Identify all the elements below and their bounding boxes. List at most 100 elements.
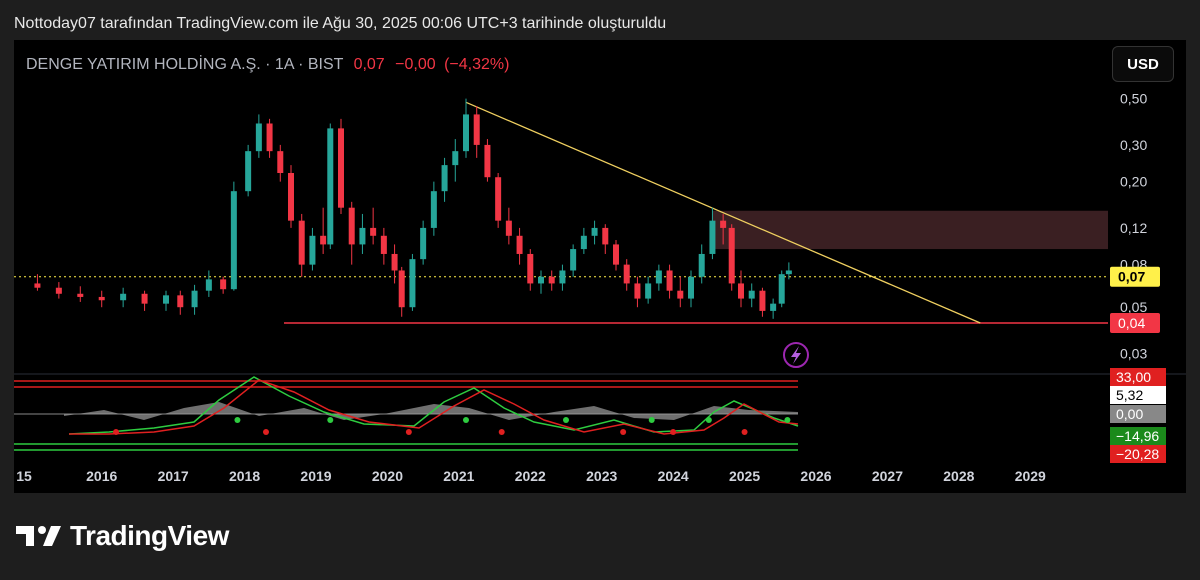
candle xyxy=(677,276,684,308)
candle xyxy=(463,98,469,158)
tradingview-logo-icon xyxy=(16,526,61,546)
candle xyxy=(623,259,630,291)
candle xyxy=(420,220,427,265)
candle xyxy=(327,123,334,250)
oscillator-fast-line xyxy=(68,376,799,435)
candle xyxy=(484,139,491,182)
tradingview-logo: TradingView xyxy=(16,520,229,552)
lightning-bolt-icon xyxy=(783,342,809,368)
candle xyxy=(759,287,766,317)
candle xyxy=(77,286,84,302)
oscillator-level-badge xyxy=(1110,386,1166,404)
oscillator-buy-dot xyxy=(463,417,469,423)
candle xyxy=(738,270,744,308)
oscillator-level-label: 0,00 xyxy=(1116,406,1143,422)
price-axis-label: 0,03 xyxy=(1120,345,1147,361)
resistance-zone xyxy=(712,210,1108,250)
candle xyxy=(288,165,294,228)
candle xyxy=(391,244,398,284)
candle xyxy=(359,213,366,254)
candle xyxy=(191,284,198,315)
candle xyxy=(452,139,459,182)
candle xyxy=(409,253,416,311)
candle xyxy=(570,244,577,277)
candle xyxy=(398,266,405,317)
oscillator-buy-dot xyxy=(563,417,569,423)
candle xyxy=(220,276,227,294)
time-axis-label: 15 xyxy=(16,468,32,484)
price-axis-label: 0,12 xyxy=(1120,220,1147,236)
symbol-change-percent: (−4,32%) xyxy=(444,56,510,73)
candle xyxy=(770,298,777,319)
oscillator-histogram xyxy=(64,402,798,420)
trendline xyxy=(465,101,981,324)
candle xyxy=(55,282,62,299)
candle xyxy=(505,207,512,245)
candle xyxy=(655,264,662,291)
candle xyxy=(785,262,792,280)
support-price-label: 0,04 xyxy=(1118,315,1145,331)
candle xyxy=(591,220,598,245)
candle xyxy=(728,224,735,291)
support-price-badge xyxy=(1110,313,1160,334)
candle xyxy=(320,207,327,254)
candle xyxy=(177,290,184,315)
candle xyxy=(230,181,237,291)
footer-brand: TradingView xyxy=(70,520,229,551)
oscillator-sell-dot xyxy=(498,429,505,435)
candle xyxy=(141,290,148,311)
candle xyxy=(538,270,544,294)
candle xyxy=(720,213,727,245)
price-axis-label: 0,20 xyxy=(1120,174,1147,190)
time-axis-label: 2022 xyxy=(515,468,546,484)
time-axis-label: 2017 xyxy=(158,468,189,484)
time-axis-label: 2020 xyxy=(372,468,403,484)
oscillator-sell-dot xyxy=(741,429,748,435)
candle xyxy=(613,240,619,271)
price-chart[interactable]: 0,500,300,200,120,080,050,030,070,0433,0… xyxy=(14,40,1186,493)
candle xyxy=(380,227,387,265)
candle xyxy=(527,249,534,291)
oscillator-sell-dot xyxy=(620,429,627,435)
candle xyxy=(163,290,169,311)
candle xyxy=(120,287,127,308)
oscillator-level-label: 33,00 xyxy=(1116,369,1151,385)
candle xyxy=(495,173,502,228)
candle xyxy=(266,118,273,158)
candle xyxy=(778,270,785,308)
candle xyxy=(698,244,705,284)
oscillator-sell-dot xyxy=(263,429,269,435)
oscillator-buy-dot xyxy=(705,417,712,423)
chart-panel[interactable]: 0,50 0,30 0,20 0,12 0,08 0,05 0,03 0,07 0,04 33,0… xyxy=(14,40,1186,493)
candle xyxy=(98,290,105,308)
candle xyxy=(548,270,555,291)
chart-attribution: Nottoday07 tarafından TradingView.com il… xyxy=(14,15,667,32)
candle xyxy=(255,114,262,158)
candle xyxy=(338,118,344,214)
time-axis-label: 2019 xyxy=(300,468,331,484)
oscillator-buy-dot xyxy=(784,417,791,423)
candle xyxy=(602,224,609,254)
oscillator-level-label: −14,96 xyxy=(1116,428,1159,444)
time-axis-label: 2023 xyxy=(586,468,617,484)
time-axis-label: 2018 xyxy=(229,468,260,484)
currency-button[interactable]: USD xyxy=(1112,46,1174,82)
candle xyxy=(645,276,652,304)
current-price-label: 0,07 xyxy=(1118,269,1145,285)
candle xyxy=(666,264,673,299)
oscillator-level-badge xyxy=(1110,445,1166,463)
candle xyxy=(277,144,284,182)
candle xyxy=(205,270,212,297)
time-axis-label: 2025 xyxy=(729,468,760,484)
candle xyxy=(309,227,316,271)
time-axis-label: 2027 xyxy=(872,468,903,484)
candle xyxy=(441,157,448,202)
symbol-change: −0,00 xyxy=(395,56,436,73)
oscillator-level-badge xyxy=(1110,368,1166,386)
oscillator-level-label: 5,32 xyxy=(1116,387,1143,403)
candle xyxy=(34,274,41,291)
candle xyxy=(430,181,437,236)
oscillator-buy-dot xyxy=(327,417,334,423)
candle xyxy=(709,207,716,260)
oscillator-level-label: −20,28 xyxy=(1116,446,1159,462)
